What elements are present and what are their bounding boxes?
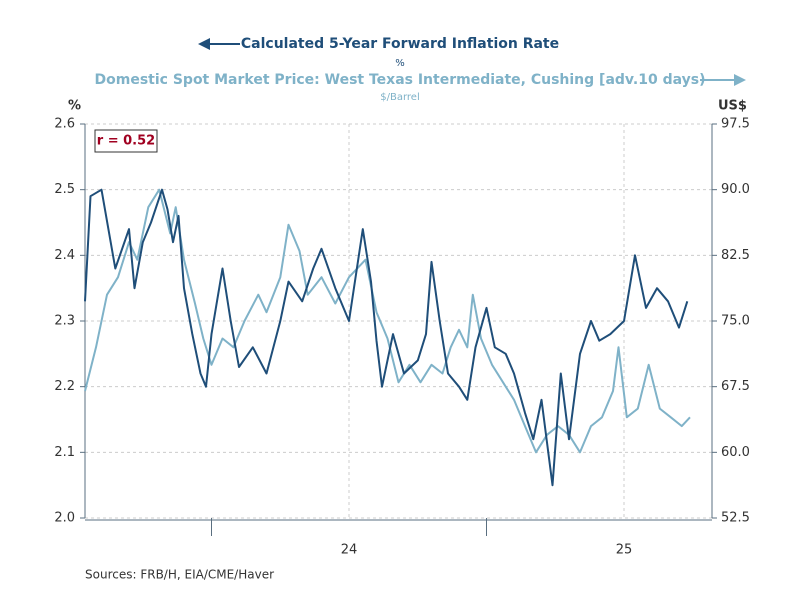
y-tick-label: 2.6 bbox=[54, 117, 75, 132]
y-tick-label: 2.5 bbox=[54, 182, 75, 197]
x-tick-label: 24 bbox=[341, 543, 358, 558]
annotation-box bbox=[94, 129, 158, 153]
legend-unit-2: $/Barrel bbox=[380, 92, 419, 103]
legend-unit-1: % bbox=[395, 58, 405, 69]
y-tick-label: 2.4 bbox=[54, 248, 75, 263]
y2-axis-label: US$ bbox=[718, 99, 747, 114]
y2-tick-label: 97.5 bbox=[721, 117, 750, 132]
series-line bbox=[84, 188, 689, 487]
legend-series-2: Domestic Spot Market Price: West Texas I… bbox=[95, 72, 706, 88]
y-axis-label: % bbox=[68, 99, 81, 114]
x-tick-label: 25 bbox=[616, 543, 633, 558]
y-tick-label: 2.1 bbox=[54, 445, 75, 460]
y2-tick-label: 67.5 bbox=[721, 379, 750, 394]
legend-arrow-head bbox=[734, 74, 746, 86]
y2-tick-label: 75.0 bbox=[721, 314, 750, 329]
y2-tick-label: 82.5 bbox=[721, 248, 750, 263]
y2-tick-label: 60.0 bbox=[721, 445, 750, 460]
source: Sources: FRB/H, EIA/CME/Haver bbox=[85, 568, 274, 582]
y2-tick-label: 90.0 bbox=[721, 182, 750, 197]
y2-tick-label: 52.5 bbox=[721, 511, 750, 526]
y-tick-label: 2.3 bbox=[54, 314, 75, 329]
legend-arrow-head bbox=[198, 38, 210, 50]
y-tick-label: 2.2 bbox=[54, 379, 75, 394]
annotation: r = 0.52 bbox=[97, 134, 155, 149]
y-tick-label: 2.0 bbox=[54, 511, 75, 526]
legend-series-1: Calculated 5-Year Forward Inflation Rate bbox=[241, 36, 559, 52]
